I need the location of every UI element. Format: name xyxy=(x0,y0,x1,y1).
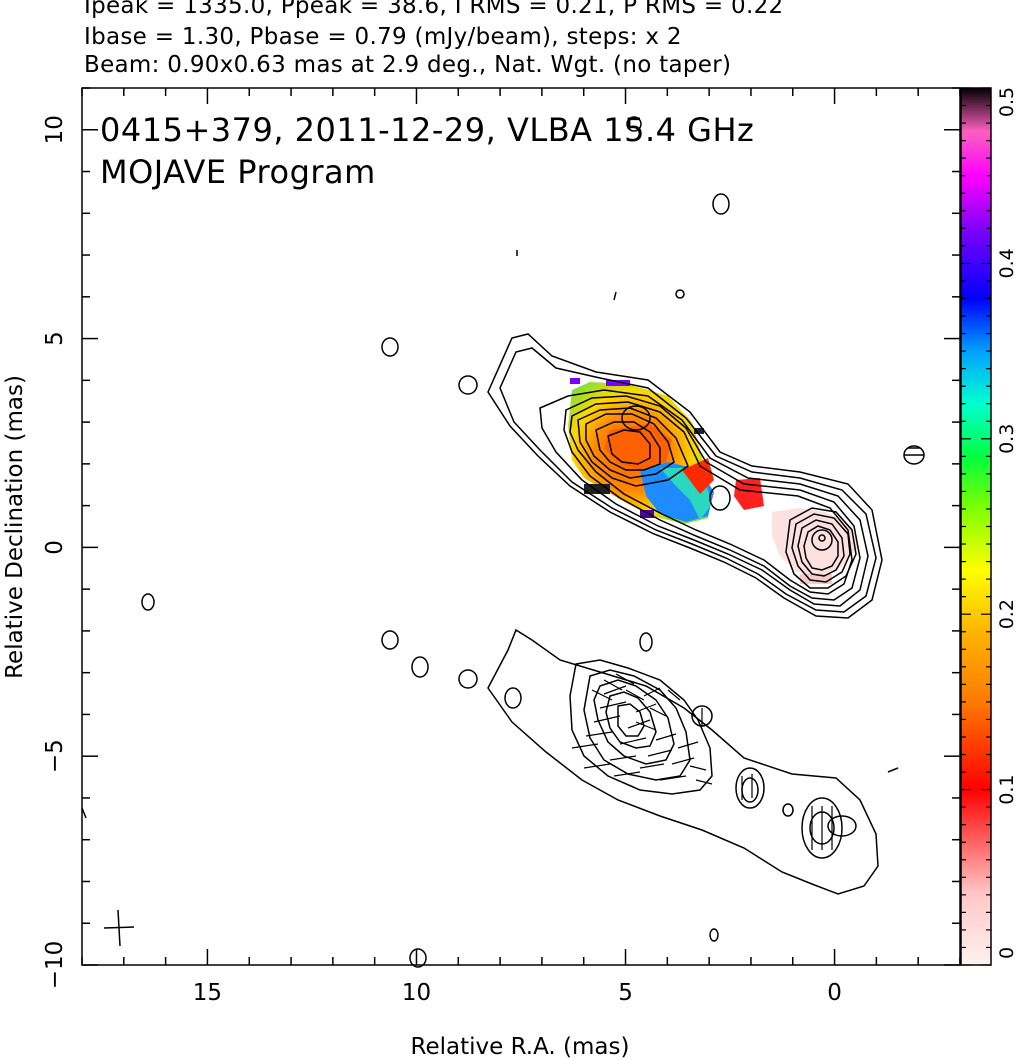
plot-frame xyxy=(81,87,961,966)
intensity-contours xyxy=(141,116,925,619)
evpa-ticks xyxy=(571,673,833,850)
polarization-contours xyxy=(81,628,899,968)
y-tick-label: −5 xyxy=(42,739,68,773)
x-tick-label: 0 xyxy=(827,980,842,1006)
y-axis-label: Relative Declination (mas) xyxy=(2,375,28,679)
y-tick-label: 0 xyxy=(42,540,68,555)
header-line-base: Ibase = 1.30, Pbase = 0.79 (mJy/beam), s… xyxy=(84,24,682,50)
y-tick-label: 10 xyxy=(42,115,68,144)
colorbar-tick-label: 0.4 xyxy=(996,248,1018,278)
x-axis-label: Relative R.A. (mas) xyxy=(411,1034,630,1060)
axis-ticks xyxy=(81,87,961,966)
y-tick-label: −10 xyxy=(42,941,68,990)
x-tick-label: 10 xyxy=(402,980,431,1006)
colorbar-tick-label: 0.5 xyxy=(996,87,1018,117)
chart-title: 0415+379, 2011-12-29, VLBA 15.4 GHz xyxy=(100,111,754,149)
chart-subtitle: MOJAVE Program xyxy=(100,153,376,191)
colorbar-tick-label: 0.2 xyxy=(996,599,1018,629)
colorbar-tick-label: 0 xyxy=(996,947,1018,959)
y-tick-label: 5 xyxy=(42,331,68,346)
axis-tick-labels: 15 10 5 0 10 5 0 −5 −10 xyxy=(42,115,842,1006)
x-tick-label: 15 xyxy=(193,980,222,1006)
beam-marker xyxy=(103,909,135,947)
colorbar-tick-label: 0.1 xyxy=(996,774,1018,804)
colorbar-labels: 0 0.1 0.2 0.3 0.4 0.5 xyxy=(996,87,1018,959)
polarization-color-map xyxy=(568,378,858,584)
header-line-beam: Beam: 0.90x0.63 mas at 2.9 deg., Nat. Wg… xyxy=(84,52,732,78)
colorbar-ticks xyxy=(961,87,991,966)
x-tick-label: 5 xyxy=(618,980,633,1006)
colorbar-tick-label: 0.3 xyxy=(996,424,1018,454)
header-line-peak: Ipeak = 1335.0, Ppeak = 38.6, I RMS = 0.… xyxy=(84,0,784,19)
